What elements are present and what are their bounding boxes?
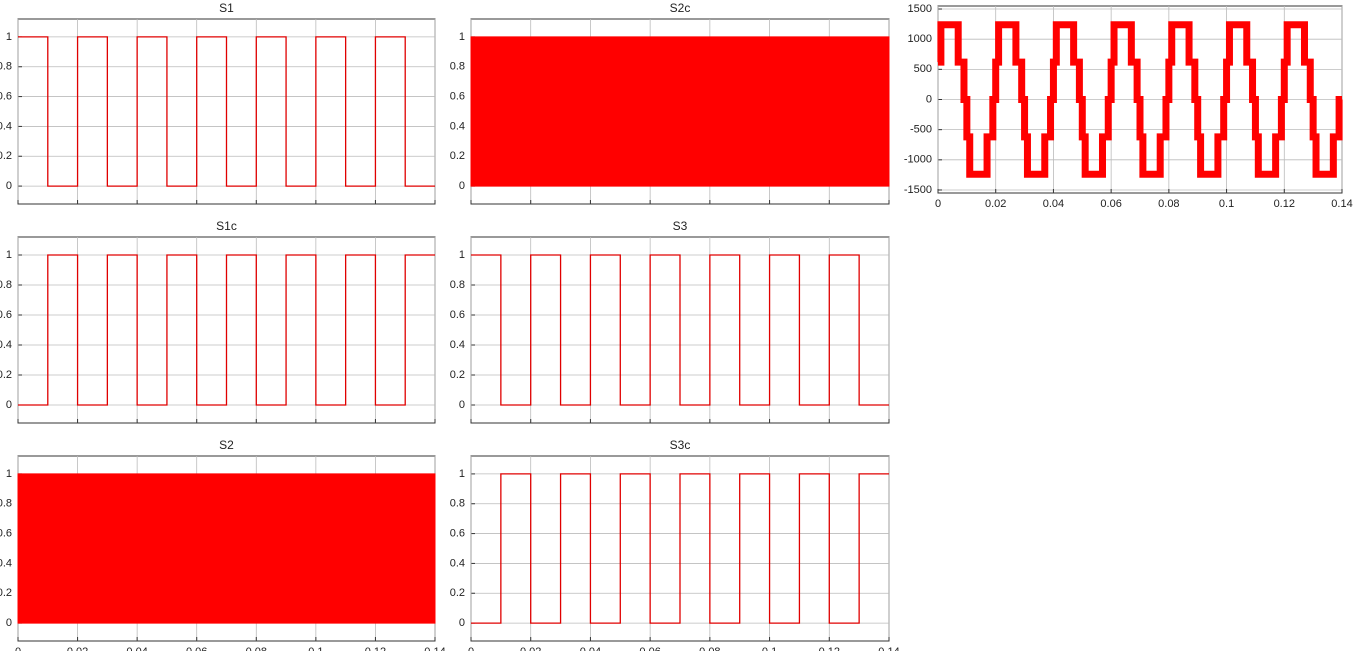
x-tick-label: 0.06 — [186, 646, 207, 651]
plot-title: S1 — [219, 1, 234, 15]
y-tick-label: 0.2 — [0, 150, 12, 162]
y-tick-label: 0.4 — [450, 120, 465, 132]
y-tick-label: 0.8 — [0, 498, 12, 510]
y-tick-label: 0.2 — [0, 369, 12, 381]
signal-line — [18, 36, 435, 187]
y-tick-label: 0.2 — [0, 587, 12, 599]
signal-line — [471, 254, 889, 406]
y-tick-label: 0.4 — [450, 339, 465, 351]
pwm-band — [17, 473, 436, 624]
plot-title: S3c — [670, 438, 691, 452]
scope-plot: -1500 -1000 -500 0 500 1000 1500 0 0.02 0.04 0.06 0… — [904, 3, 1353, 210]
y-tick-label: 0.6 — [0, 527, 12, 539]
y-tick-label: 1 — [6, 31, 12, 43]
scope-plot: S3c 0 0.2 0.4 0.6 0.8 1 0 0.02 0.04 0.06 0.08 0.1 0.1… — [450, 438, 900, 651]
y-tick-label: 0.8 — [450, 61, 465, 73]
x-tick-label: 0.08 — [699, 646, 720, 651]
x-tick-label: 0.08 — [1158, 198, 1179, 210]
pwm-band — [470, 36, 890, 187]
y-tick-label: 0 — [459, 399, 465, 411]
signal-line — [471, 473, 889, 624]
scope-plot: S3 0 0.2 0.4 0.6 0.8 1 — [450, 219, 890, 424]
x-tick-label: 0.12 — [819, 646, 840, 651]
y-tick-label: 0.4 — [450, 557, 465, 569]
x-tick-label: 0.1 — [308, 646, 323, 651]
y-tick-label: 0 — [6, 180, 12, 192]
y-tick-label: 0.6 — [450, 527, 465, 539]
y-tick-label: 0.6 — [450, 309, 465, 321]
y-tick-label: 1 — [459, 468, 465, 480]
y-tick-label: 0.8 — [450, 279, 465, 291]
y-tick-label: 1 — [459, 31, 465, 43]
x-tick-label: 0.12 — [1274, 198, 1295, 210]
x-tick-label: 0.14 — [424, 646, 445, 651]
y-tick-label: 0.2 — [450, 150, 465, 162]
y-tick-label: 1 — [6, 249, 12, 261]
y-tick-label: 0 — [926, 93, 932, 105]
x-tick-label: 0.14 — [878, 646, 899, 651]
x-tick-label: 0.06 — [1100, 198, 1121, 210]
y-tick-label: 500 — [914, 63, 932, 75]
y-tick-label: 0.8 — [0, 279, 12, 291]
x-tick-label: 0.1 — [1219, 198, 1234, 210]
y-tick-label: 0.6 — [450, 90, 465, 102]
x-tick-label: 0.1 — [762, 646, 777, 651]
x-tick-label: 0 — [935, 198, 941, 210]
y-tick-label: 0.8 — [450, 498, 465, 510]
y-tick-label: 1500 — [908, 3, 932, 15]
y-tick-label: 0.4 — [0, 557, 12, 569]
x-tick-label: 0.04 — [126, 646, 147, 651]
signal-line — [18, 254, 435, 406]
scope-plot: S2 0 0.2 0.4 0.6 0.8 1 0 0.02 0.04 0.06 0.08 0.1 0.12… — [0, 438, 446, 651]
y-tick-label: 0.4 — [0, 120, 12, 132]
scope-plot: S2c 0 0.2 0.4 0.6 0.8 1 — [450, 1, 890, 205]
y-tick-label: 0 — [459, 180, 465, 192]
signal-line — [937, 21, 1343, 178]
y-tick-label: 0.2 — [450, 587, 465, 599]
y-tick-label: -1000 — [904, 154, 932, 166]
x-tick-label: 0 — [468, 646, 474, 651]
y-tick-label: -500 — [910, 124, 932, 136]
x-tick-label: 0.04 — [1043, 198, 1064, 210]
y-tick-label: 0.6 — [0, 90, 12, 102]
x-tick-label: 0.06 — [639, 646, 660, 651]
x-tick-label: 0.12 — [365, 646, 386, 651]
x-tick-label: 0.08 — [246, 646, 267, 651]
x-tick-label: 0.02 — [520, 646, 541, 651]
y-tick-label: 1 — [459, 249, 465, 261]
x-tick-label: 0.02 — [67, 646, 88, 651]
scope-plot: S1c 0 0.2 0.4 0.6 0.8 1 — [0, 219, 436, 424]
y-tick-label: 0.8 — [0, 61, 12, 73]
x-tick-label: 0.04 — [580, 646, 601, 651]
y-tick-label: 0.6 — [0, 309, 12, 321]
y-tick-label: 1000 — [908, 33, 932, 45]
scope-plot: S1 0 0.2 0.4 0.6 0.8 1 — [0, 1, 436, 205]
plot-title: S1c — [216, 219, 237, 233]
y-tick-label: 0 — [6, 399, 12, 411]
plot-title: S3 — [673, 219, 688, 233]
plot-title: S2 — [219, 438, 234, 452]
y-tick-label: 0.4 — [0, 339, 12, 351]
y-tick-label: 0.2 — [450, 369, 465, 381]
plot-title: S2c — [670, 1, 691, 15]
y-tick-label: 0 — [6, 617, 12, 629]
y-tick-label: 0 — [459, 617, 465, 629]
y-tick-label: 1 — [6, 468, 12, 480]
x-tick-label: 0.02 — [985, 198, 1006, 210]
x-tick-label: 0.14 — [1331, 198, 1352, 210]
x-tick-label: 0 — [15, 646, 21, 651]
y-tick-label: -1500 — [904, 184, 932, 196]
